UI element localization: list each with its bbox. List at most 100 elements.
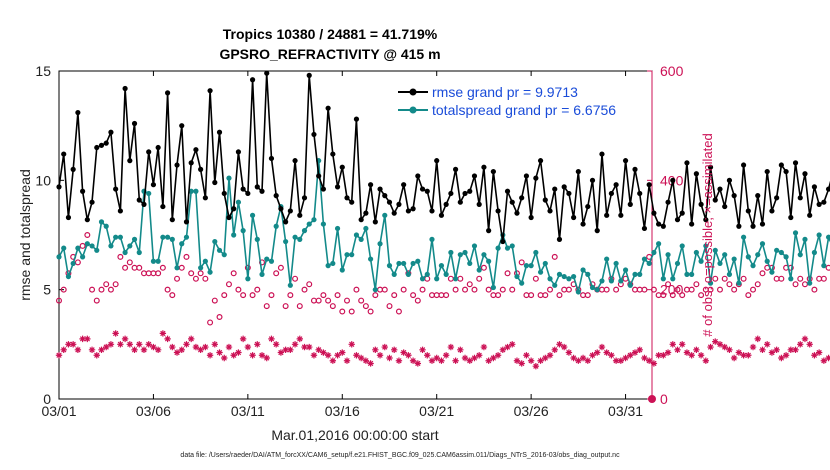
totalspread-point [608,278,614,284]
assimilated-obs-point [466,357,473,364]
rmse-point [311,131,317,138]
totalspread-point [509,243,515,249]
assimilated-obs-point [556,341,563,348]
assimilated-obs-point [391,346,398,353]
totalspread-point [476,267,482,273]
assimilated-obs-point [527,357,535,364]
rmse-point [358,217,364,223]
possible-obs-point [358,297,365,304]
rmse-point [382,193,388,199]
totalspread-point [452,276,459,282]
totalspread-point [821,263,827,269]
assimilated-obs-point [655,352,662,359]
rmse-point [679,210,685,216]
totalspread-point [320,221,326,227]
totalspread-point [136,249,142,256]
rmse-point [604,212,610,218]
totalspread-point [622,267,629,273]
possible-obs-point [792,281,799,288]
possible-obs-point [55,297,62,304]
rmse-point [89,199,95,205]
rmse-point [231,206,237,212]
totalspread-point [684,271,690,277]
assimilated-obs-point [84,335,91,343]
assimilated-obs-point [726,346,733,353]
totalspread-point [358,236,364,242]
rmse-point [825,186,830,192]
totalspread-point [377,241,383,247]
totalspread-point [202,258,208,264]
possible-obs-point [325,297,332,304]
totalspread-point [183,234,190,240]
assimilated-obs-point [645,357,653,364]
totalspread-point [84,241,90,247]
rmse-point [94,144,100,151]
possible-obs-point [471,286,478,293]
totalspread-point [188,188,194,194]
assimilated-obs-point [357,354,365,362]
possible-obs-point [476,275,483,282]
possible-obs-point [315,297,322,304]
totalspread-point [693,249,699,256]
y-tick-label: 5 [43,282,51,298]
totalspread-point [353,232,360,238]
rmse-point [816,201,822,207]
assimilated-obs-point [395,357,403,364]
rmse-point [594,228,600,234]
assimilated-obs-point [126,341,134,348]
assimilated-obs-point [773,346,780,353]
rmse-point [169,217,175,223]
totalspread-point [759,241,766,247]
rmse-point [297,212,303,218]
totalspread-point [155,258,161,264]
series-possible-obs [55,232,830,326]
rmse-point [396,201,402,207]
possible-obs-point [532,275,539,282]
rmse-point [264,70,270,76]
totalspread-point [368,256,374,262]
totalspread-point [585,271,591,277]
possible-obs-point [344,297,351,304]
possible-obs-point [202,275,209,282]
rmse-point [670,177,676,183]
possible-obs-point [197,270,204,277]
rmse-point [316,173,322,179]
assimilated-obs-point [627,352,634,359]
assimilated-obs-point [825,354,830,362]
totalspread-point [792,230,799,236]
assimilated-obs-point [306,343,313,351]
possible-obs-point [400,286,407,293]
possible-obs-point [372,292,379,299]
assimilated-obs-point [409,357,417,364]
assimilated-obs-point [272,341,280,348]
possible-obs-point [207,319,214,326]
rmse-point [61,151,67,157]
rmse-point [509,199,515,205]
possible-obs-point [688,286,695,293]
rmse-point [160,203,166,210]
rmse-point [434,158,440,164]
totalspread-point [519,280,525,286]
possible-obs-point [221,292,228,299]
totalspread-point [561,273,567,280]
rmse-point [122,85,128,92]
rmse-point [811,184,818,190]
totalspread-point [618,278,624,284]
rmse-point [235,149,242,155]
assimilated-obs-point [362,357,370,364]
totalspread-point [131,236,138,242]
totalspread-point [571,273,577,280]
possible-obs-point [778,275,785,282]
assimilated-obs-point [159,330,167,337]
totalspread-point [434,276,440,282]
possible-obs-point [811,286,818,293]
possible-obs-point [509,286,516,293]
possible-obs-point [613,286,620,293]
totalspread-point [637,271,643,277]
rmse-point [622,158,629,164]
rmse-point [745,208,751,214]
totalspread-point [807,280,813,286]
assimilated-obs-point [801,335,809,343]
possible-obs-point [750,286,757,293]
totalspread-point [396,260,402,267]
